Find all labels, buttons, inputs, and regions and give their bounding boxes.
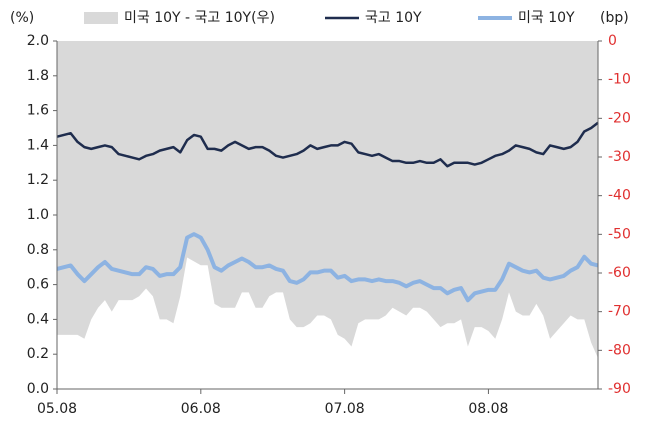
y2-tick-label: -90 [608, 381, 631, 397]
legend-label: 미국 10Y - 국고 10Y(우) [124, 10, 275, 26]
y-tick-label: 0.8 [27, 242, 49, 258]
y-tick-label: 1.8 [27, 68, 49, 84]
y-tick-label: 1.0 [27, 207, 49, 223]
y-tick-label: 1.4 [27, 137, 49, 153]
y-tick-label: 2.0 [27, 33, 49, 49]
y-tick-label: 1.2 [27, 172, 49, 188]
y-tick-label: 0.0 [27, 381, 49, 397]
y-tick-label: 1.6 [27, 103, 49, 119]
legend-swatch [84, 12, 118, 24]
y2-tick-label: 0 [608, 33, 617, 49]
y2-tick-label: -60 [608, 265, 631, 281]
y2-tick-label: -20 [608, 110, 631, 126]
y2-tick-label: -50 [608, 226, 631, 242]
spread-area [57, 41, 598, 359]
x-tick-label: 05.08 [37, 401, 77, 417]
x-tick-label: 06.08 [181, 401, 221, 417]
legend-label: 국고 10Y [365, 10, 422, 26]
line [56, 121, 599, 168]
y-tick-label: 0.2 [27, 346, 49, 362]
legend-label: 미국 10Y [518, 10, 575, 26]
x-tick-label: 08.08 [468, 401, 508, 417]
y2-tick-label: -80 [608, 342, 631, 358]
y2-axis-label: (bp) [600, 10, 629, 26]
y-tick-label: 0.4 [27, 311, 49, 327]
y2-tick-label: -70 [608, 304, 631, 320]
y-tick-label: 0.6 [27, 277, 49, 293]
y2-tick-label: -30 [608, 149, 631, 165]
y-axis-label: (%) [10, 10, 34, 26]
line [56, 232, 599, 303]
y2-tick-label: -10 [608, 72, 631, 88]
y2-tick-label: -40 [608, 188, 631, 204]
x-tick-label: 07.08 [325, 401, 365, 417]
